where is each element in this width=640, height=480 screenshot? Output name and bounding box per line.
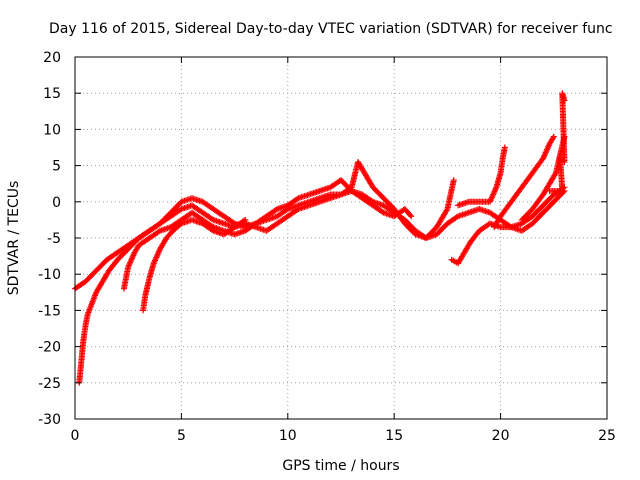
data-point — [550, 133, 557, 140]
y-tick-label: -15 — [38, 303, 61, 319]
axis-ticks: 0 5 10 15 20 25 -30 -25 -20 -15 -10 -5 0 5 10 15 20 — [38, 50, 616, 444]
y-tick-label: -30 — [38, 412, 61, 428]
x-axis-label: GPS time / hours — [282, 458, 399, 474]
y-tick-label: -5 — [47, 231, 61, 247]
data-point — [501, 144, 508, 151]
data-point — [561, 97, 568, 104]
y-tick-label: -20 — [38, 340, 61, 356]
x-tick-label: 25 — [598, 428, 616, 444]
x-tick-label: 20 — [492, 428, 510, 444]
data-markers — [72, 90, 568, 386]
y-tick-label: 5 — [52, 159, 61, 175]
series-track-4 — [140, 216, 249, 314]
data-point-interp — [443, 207, 450, 214]
series-track-3 — [120, 177, 415, 292]
data-point — [408, 213, 415, 220]
x-tick-label: 5 — [177, 428, 186, 444]
y-axis-label: SDTVAR / TECUs — [6, 181, 22, 296]
data-point — [450, 177, 457, 184]
y-tick-label: 20 — [43, 50, 61, 66]
y-tick-label: 0 — [52, 195, 61, 211]
data-point-interp — [407, 212, 414, 219]
y-tick-label: 10 — [43, 122, 61, 138]
series-track-2 — [76, 158, 457, 386]
y-tick-label: 15 — [43, 86, 61, 102]
chart-title: Day 116 of 2015, Sidereal Day-to-day VTE… — [49, 21, 613, 37]
x-tick-label: 0 — [71, 428, 80, 444]
data-point-interp — [552, 171, 559, 178]
series-track-9 — [546, 90, 568, 194]
y-tick-label: -10 — [38, 267, 61, 283]
data-point-interp — [240, 217, 247, 224]
data-point — [242, 216, 249, 223]
x-tick-label: 10 — [279, 428, 297, 444]
series-track-7 — [491, 133, 557, 231]
y-tick-label: -25 — [38, 376, 61, 392]
series-track-6 — [455, 144, 508, 209]
x-tick-label: 15 — [385, 428, 403, 444]
